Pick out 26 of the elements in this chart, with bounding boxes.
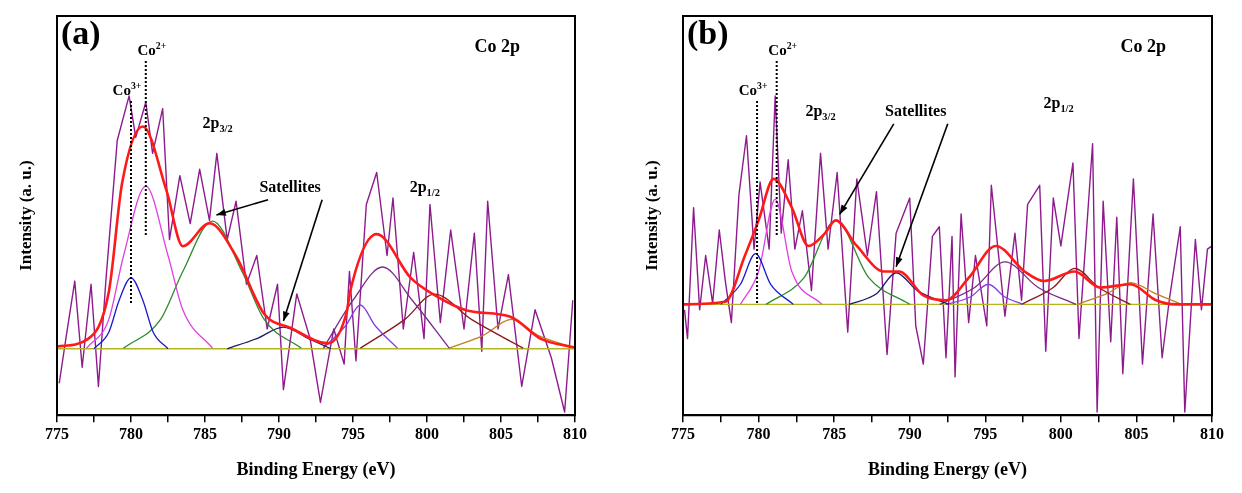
text: Co 2p	[474, 35, 521, 56]
x-tick-label: 800	[415, 424, 439, 442]
annotation: Satellites	[885, 101, 947, 119]
x-tick-label: 775	[671, 424, 695, 442]
x-tick-label: 790	[897, 424, 922, 442]
chart-title: (a)	[61, 13, 101, 52]
x-axis-title: Binding Energy (eV)	[867, 458, 1028, 480]
x-tick-label: 785	[822, 424, 847, 442]
chart-title: (b)	[687, 13, 729, 52]
x-tick-label: 780	[746, 424, 771, 442]
x-tick-label: 775	[45, 424, 69, 442]
x-tick-label: 795	[973, 424, 998, 442]
annotation: Satellites	[259, 177, 321, 195]
x-tick-label: 780	[119, 424, 143, 442]
x-tick-label: 805	[1124, 424, 1149, 442]
y-axis-title: Intensity (a. u.)	[16, 160, 36, 271]
x-tick-label: 805	[489, 424, 513, 442]
x-tick-label: 800	[1048, 424, 1073, 442]
x-tick-label: 790	[267, 424, 291, 442]
x-tick-label: 810	[563, 424, 587, 442]
y-axis-title: Intensity (a. u.)	[642, 160, 662, 271]
x-tick-label: 785	[193, 424, 217, 442]
x-tick-label: 810	[1200, 424, 1224, 442]
text: Co 2p	[1120, 35, 1166, 56]
x-tick-label: 795	[341, 424, 365, 442]
x-axis-title: Binding Energy (eV)	[236, 458, 396, 480]
